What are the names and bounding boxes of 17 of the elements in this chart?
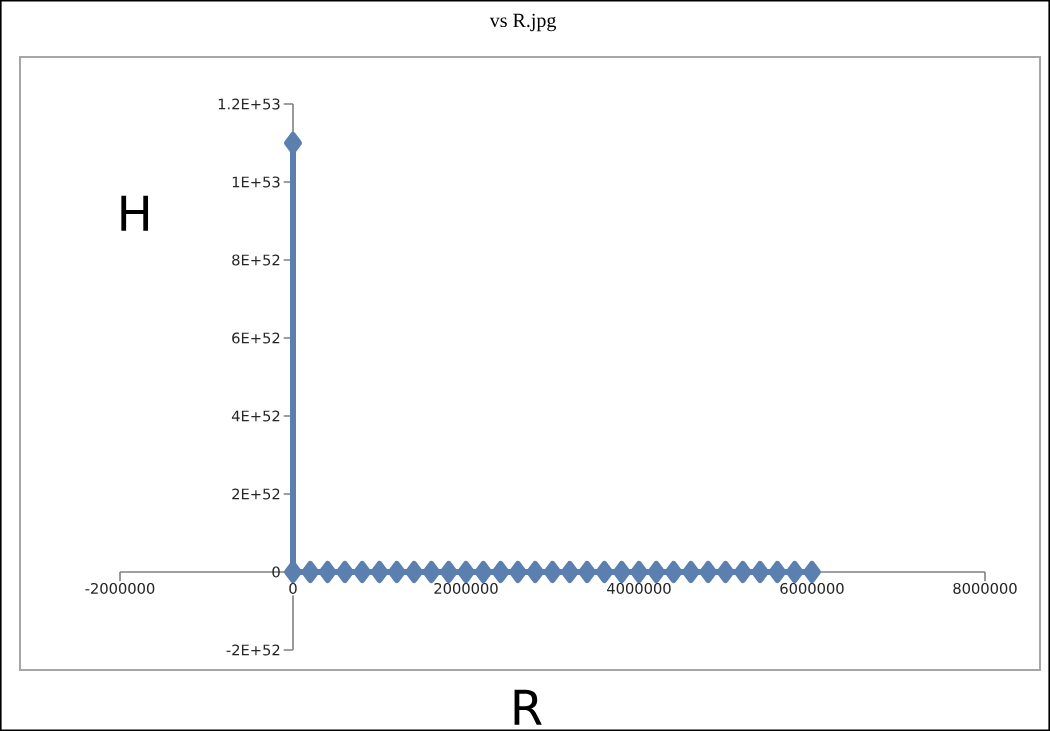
y-tick-label: 2E+52: [232, 488, 280, 500]
y-tick-label: 4E+52: [231, 410, 280, 422]
y-tick-label: 1E+53: [232, 176, 280, 188]
x-axis-title: R: [514, 689, 542, 725]
x-tick-label: 2000000: [434, 582, 498, 595]
y-tick-label: 8E+52: [232, 254, 280, 266]
y-tick-label: 1.2E+53: [218, 98, 280, 110]
y-axis-title: H: [121, 195, 149, 231]
y-tick-label: -2E+52: [226, 644, 280, 656]
x-tick-label: 4000000: [607, 582, 671, 595]
chart-title: vs R.jpg: [489, 13, 557, 32]
x-tick-label: -2000000: [85, 582, 155, 595]
y-tick-label: 0: [272, 566, 280, 578]
y-tick-label: 6E+52: [232, 332, 280, 344]
x-tick-label: 0: [289, 582, 297, 595]
x-tick-label: 8000000: [953, 582, 1017, 595]
x-tick-label: 6000000: [780, 582, 844, 595]
